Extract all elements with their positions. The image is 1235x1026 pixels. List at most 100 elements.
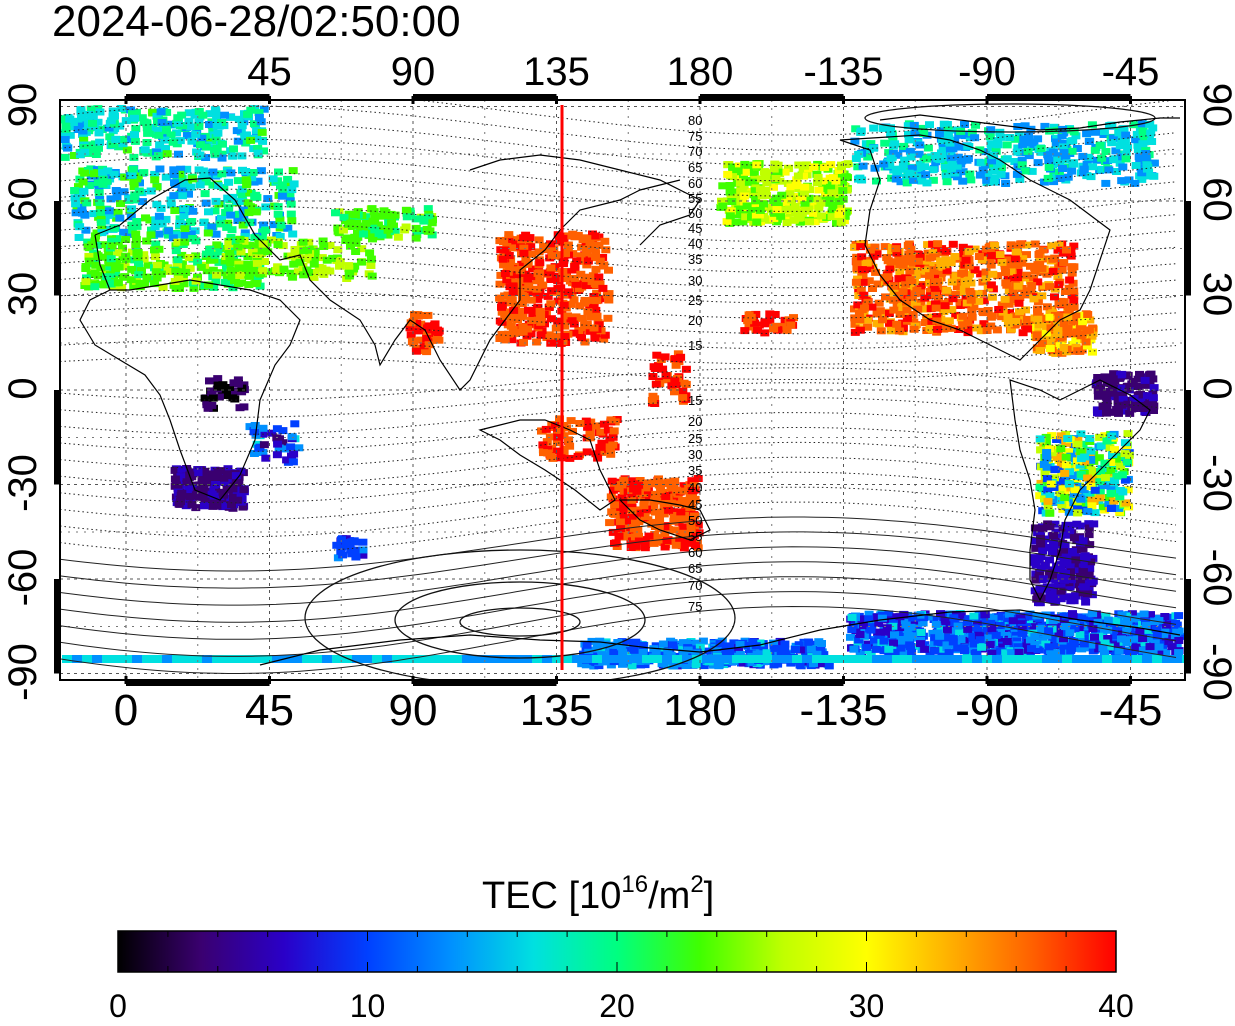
tec-cell xyxy=(241,260,251,268)
tec-cell xyxy=(1095,488,1105,496)
tec-cell xyxy=(884,645,894,653)
tec-cell xyxy=(185,264,195,272)
tec-cell xyxy=(213,375,223,383)
tec-cell xyxy=(90,283,100,291)
tec-cell xyxy=(1030,633,1040,641)
tec-cell xyxy=(127,265,137,273)
tec-cell xyxy=(553,297,563,305)
tec-cell xyxy=(120,273,130,281)
tec-cell xyxy=(981,618,991,626)
tec-cell xyxy=(134,260,143,268)
tec-cell xyxy=(497,330,507,338)
tec-cell xyxy=(1023,147,1033,155)
tec-cell xyxy=(1067,472,1077,479)
tec-cell xyxy=(990,242,1000,250)
tec-cell xyxy=(127,226,137,234)
tec-cell xyxy=(1053,327,1063,335)
tec-cell xyxy=(113,279,123,287)
tec-cell xyxy=(519,234,529,242)
tec-cell xyxy=(979,297,989,305)
tec-cell xyxy=(221,278,230,286)
tec-cell xyxy=(1147,138,1157,145)
tec-cell xyxy=(222,223,232,231)
tec-cell xyxy=(273,241,283,248)
tec-cell xyxy=(251,242,261,250)
tec-cell xyxy=(939,325,949,333)
tec-cell xyxy=(966,176,976,184)
tec-cell xyxy=(1077,645,1087,653)
tec-cell xyxy=(166,131,176,139)
tec-cell xyxy=(1053,649,1063,657)
tec-cell xyxy=(1046,324,1056,332)
tec-cell xyxy=(986,313,996,321)
tec-cell xyxy=(898,319,908,327)
tec-cell xyxy=(1148,649,1158,657)
tec-cell xyxy=(294,444,304,452)
tec-cell xyxy=(214,258,224,266)
tec-cell xyxy=(1029,295,1039,303)
tec-cell xyxy=(1036,540,1046,548)
tec-cell xyxy=(194,122,204,130)
tec-cell xyxy=(545,433,555,441)
tec-cell xyxy=(250,422,260,429)
tec-cell xyxy=(148,108,158,116)
tec-cell xyxy=(605,519,615,527)
tec-cell xyxy=(1109,156,1119,164)
tec-cell xyxy=(1086,456,1096,464)
tec-cell xyxy=(856,128,866,136)
tec-cell xyxy=(679,544,689,552)
tec-cell xyxy=(884,149,894,157)
tec-cell xyxy=(219,244,229,252)
tec-cell xyxy=(905,276,915,284)
tec-cell xyxy=(958,168,968,176)
tec-cell xyxy=(895,256,905,264)
tec-cell xyxy=(1104,494,1114,501)
tec-cell xyxy=(855,326,865,334)
tec-cell xyxy=(1035,347,1045,354)
tec-cell xyxy=(246,136,256,144)
tec-cell xyxy=(928,249,938,257)
tec-cell xyxy=(124,194,134,202)
tec-cell xyxy=(874,299,884,307)
tec-cell xyxy=(918,619,928,627)
tec-cell xyxy=(940,261,950,269)
tec-cell xyxy=(631,533,640,541)
tec-cell xyxy=(179,205,189,212)
tec-cell xyxy=(751,310,761,318)
tec-cell xyxy=(1069,297,1079,305)
tec-cell xyxy=(1094,454,1104,462)
tec-cell xyxy=(510,278,520,286)
tec-cell xyxy=(1124,176,1134,184)
tec-cell xyxy=(865,265,875,273)
tec-cell xyxy=(949,614,959,622)
tec-cell xyxy=(561,250,570,258)
tec-cell xyxy=(800,201,810,209)
tec-cell xyxy=(1026,287,1036,295)
tec-cell xyxy=(916,282,926,290)
tec-cell xyxy=(1004,610,1014,618)
tec-cell xyxy=(140,146,150,154)
tec-cell xyxy=(1048,572,1057,580)
tec-cell xyxy=(648,373,658,380)
tec-cell xyxy=(577,334,586,342)
tec-cell xyxy=(244,209,254,217)
tec-cell xyxy=(1004,300,1014,308)
tec-cell xyxy=(754,211,764,219)
tec-cell xyxy=(1100,639,1110,647)
tec-cell xyxy=(902,314,912,322)
tec-cell xyxy=(233,137,243,145)
tec-cell xyxy=(569,329,579,337)
tec-cell xyxy=(170,207,180,214)
tec-cell xyxy=(913,305,923,313)
tec-cell xyxy=(95,138,105,146)
tec-cell xyxy=(881,293,890,301)
tec-cell xyxy=(814,186,824,194)
tec-cell xyxy=(1123,486,1133,494)
tec-cell xyxy=(1125,409,1135,417)
tec-cell xyxy=(185,493,195,501)
tec-cell xyxy=(797,196,807,204)
tec-cell xyxy=(169,281,179,289)
tec-cell xyxy=(1088,647,1098,655)
tec-cell xyxy=(821,196,831,204)
tec-cell xyxy=(988,270,998,278)
